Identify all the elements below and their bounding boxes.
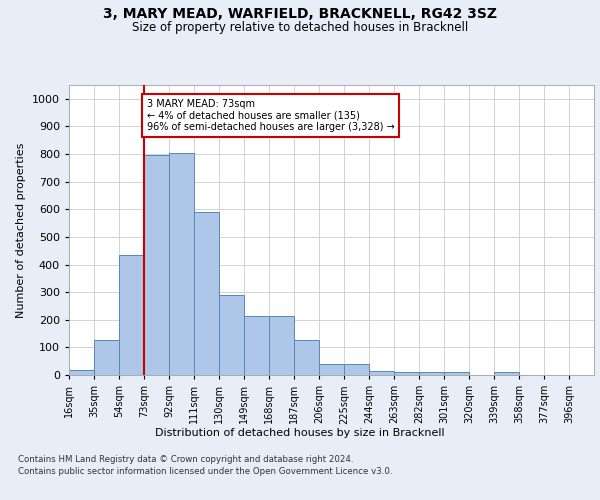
Bar	[494, 372, 519, 375]
Bar	[369, 371, 394, 375]
Bar	[169, 152, 194, 375]
Bar	[119, 255, 144, 375]
Text: Contains public sector information licensed under the Open Government Licence v3: Contains public sector information licen…	[18, 468, 392, 476]
Bar	[394, 372, 419, 375]
Bar	[194, 212, 219, 375]
Bar	[319, 364, 344, 375]
Bar	[219, 295, 244, 375]
Text: 3, MARY MEAD, WARFIELD, BRACKNELL, RG42 3SZ: 3, MARY MEAD, WARFIELD, BRACKNELL, RG42 …	[103, 8, 497, 22]
Bar	[144, 156, 169, 375]
Bar	[294, 340, 319, 375]
Bar	[269, 316, 294, 375]
Y-axis label: Number of detached properties: Number of detached properties	[16, 142, 26, 318]
Bar	[244, 316, 269, 375]
Bar	[94, 340, 119, 375]
Bar	[419, 372, 444, 375]
Bar	[344, 364, 369, 375]
Bar	[69, 370, 94, 375]
Text: Size of property relative to detached houses in Bracknell: Size of property relative to detached ho…	[132, 21, 468, 34]
Text: 3 MARY MEAD: 73sqm
← 4% of detached houses are smaller (135)
96% of semi-detache: 3 MARY MEAD: 73sqm ← 4% of detached hous…	[146, 99, 394, 132]
Bar	[444, 372, 469, 375]
Text: Contains HM Land Registry data © Crown copyright and database right 2024.: Contains HM Land Registry data © Crown c…	[18, 455, 353, 464]
Text: Distribution of detached houses by size in Bracknell: Distribution of detached houses by size …	[155, 428, 445, 438]
